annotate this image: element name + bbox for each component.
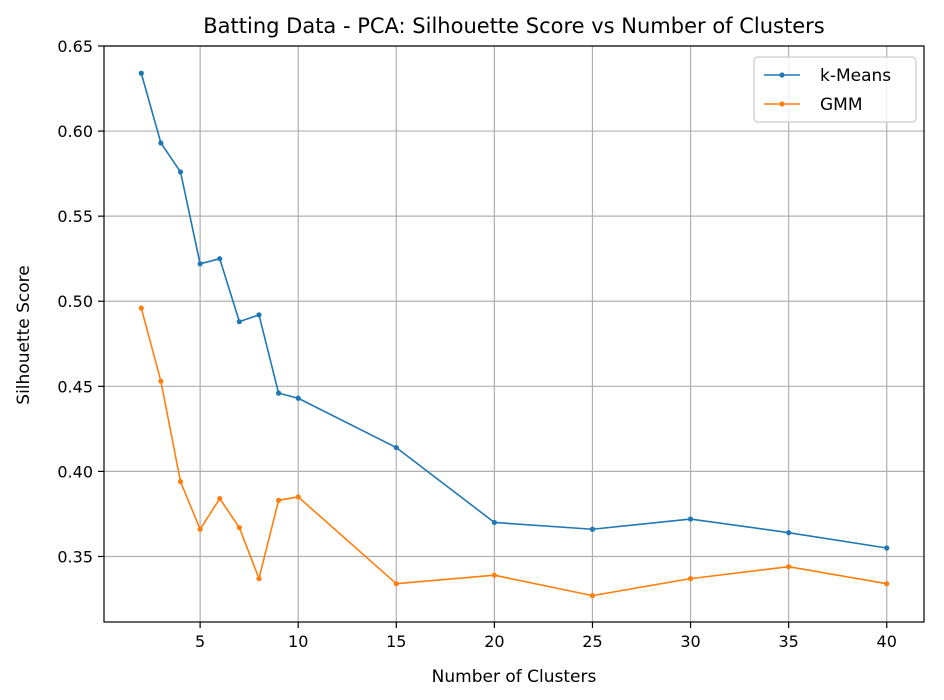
gmm-data-point <box>786 564 792 570</box>
legend-box <box>753 56 917 123</box>
k-means-legend-label: k-Means <box>820 66 891 86</box>
chart-title: Batting Data - PCA: Silhouette Score vs … <box>203 14 824 38</box>
k-means-data-point <box>177 169 184 175</box>
x-axis-ticks: 5 10 15 20 25 30 35 40 <box>195 622 897 651</box>
x-tick-label: 5 <box>195 632 205 651</box>
y-tick-label: 0.50 <box>57 292 93 311</box>
gmm-data-point <box>687 576 694 582</box>
gmm-legend-marker <box>779 101 785 107</box>
k-means-data-point <box>236 319 242 325</box>
gmm-data-point <box>236 524 242 531</box>
k-means-data-point <box>275 390 282 396</box>
x-tick-label: 40 <box>877 632 897 651</box>
gmm-data-point <box>589 593 596 599</box>
gmm-data-point <box>884 581 890 587</box>
k-means-data-point <box>138 70 144 76</box>
gmm-data-point <box>491 572 497 578</box>
y-tick-label: 0.45 <box>57 377 93 396</box>
y-tick-label: 0.35 <box>57 547 93 566</box>
y-axis-label: Silhouette Score <box>14 265 34 404</box>
y-tick-label: 0.65 <box>57 37 93 56</box>
x-tick-label: 15 <box>386 632 406 651</box>
gmm-legend-label: GMM <box>820 95 863 115</box>
k-means-data-point <box>158 140 164 146</box>
y-tick-label: 0.40 <box>57 462 93 481</box>
x-tick-label: 25 <box>582 632 602 651</box>
gmm-data-point <box>158 378 164 384</box>
k-means-data-point <box>589 526 596 532</box>
y-tick-label: 0.60 <box>57 122 93 141</box>
gmm-data-point <box>197 526 203 532</box>
gmm-data-point <box>393 581 399 587</box>
gmm-data-point <box>177 479 184 485</box>
x-tick-label: 35 <box>778 632 798 651</box>
gmm-data-point <box>256 576 262 582</box>
x-tick-label: 10 <box>288 632 308 651</box>
k-means-data-point <box>217 256 223 262</box>
k-means-data-point <box>256 312 262 318</box>
legend: k-Means GMM <box>753 56 917 123</box>
k-means-data-point <box>786 530 792 536</box>
k-means-data-point <box>295 395 301 401</box>
gmm-data-point <box>275 497 282 503</box>
gmm-data-point <box>138 305 144 311</box>
x-tick-label: 30 <box>680 632 700 651</box>
gmm-data-point <box>217 496 223 502</box>
k-means-data-point <box>197 261 203 267</box>
series-lines <box>138 70 890 599</box>
gmm-data-point <box>295 494 301 500</box>
k-means-legend-marker <box>779 72 785 78</box>
k-means-data-point <box>884 545 890 551</box>
y-tick-label: 0.55 <box>57 207 93 226</box>
x-tick-label: 20 <box>484 632 504 651</box>
k-means-series-line <box>140 73 887 549</box>
plot-frame <box>103 45 925 623</box>
gmm-series-line <box>140 307 887 597</box>
grid-lines <box>104 45 924 622</box>
k-means-data-point <box>491 519 497 526</box>
k-means-data-point <box>393 444 399 451</box>
x-axis-label: Number of Clusters <box>432 667 597 687</box>
k-means-data-point <box>687 516 694 522</box>
y-axis-ticks: 0.35 0.40 0.45 0.50 0.55 0.60 0.65 <box>57 37 104 566</box>
